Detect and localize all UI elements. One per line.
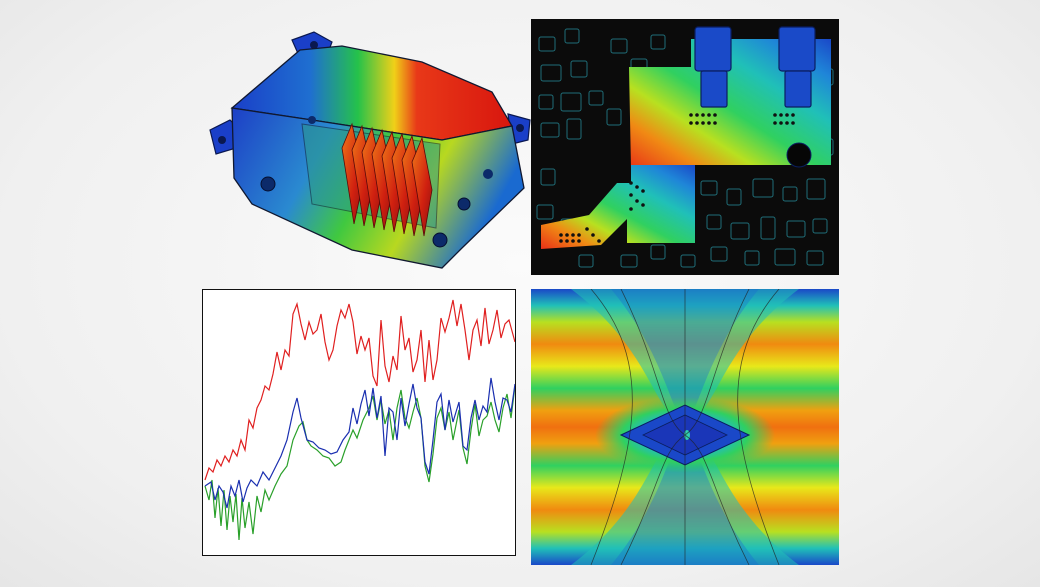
copper-pour-upper	[629, 39, 831, 169]
spectrum-plot	[202, 289, 516, 556]
pcb-thermal-map	[531, 19, 839, 275]
eye-contours	[590, 289, 780, 565]
vias	[559, 113, 795, 243]
thermal-housing-render	[192, 28, 532, 278]
trace-green	[204, 385, 515, 541]
connectors	[694, 26, 816, 108]
eye-diagram-heatmap	[531, 289, 839, 565]
heatsink-fins	[341, 122, 433, 237]
copper-pour-lower	[541, 165, 695, 249]
pcb-components	[536, 28, 834, 268]
trace-blue	[204, 377, 515, 509]
trace-red	[204, 299, 515, 481]
